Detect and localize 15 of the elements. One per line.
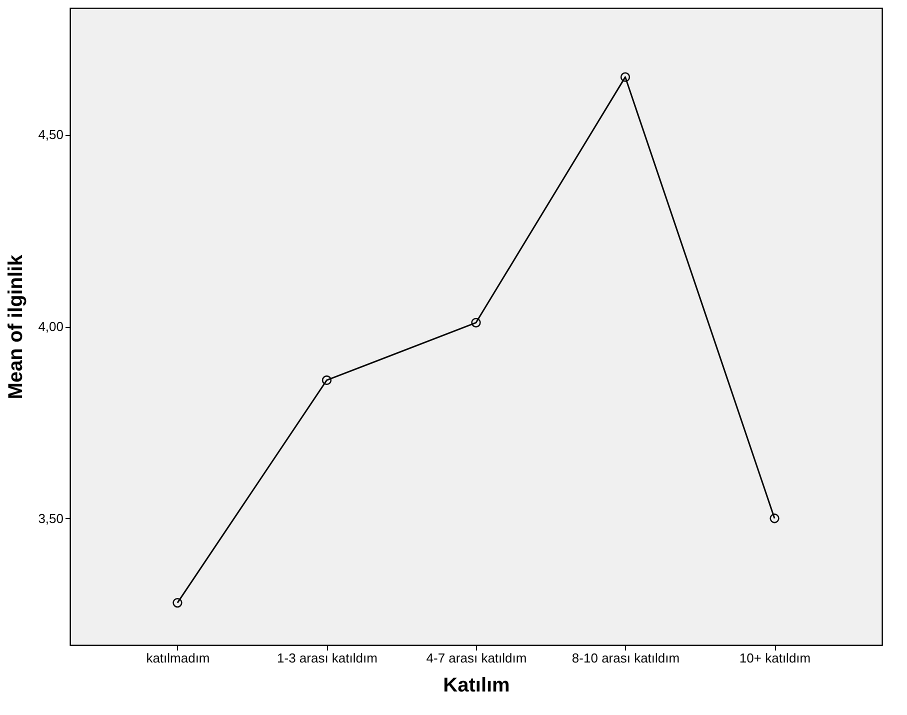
x-tick-label: 10+ katıldım <box>739 650 811 666</box>
point <box>471 318 481 328</box>
y-tick-label: 4,50 <box>38 127 64 142</box>
y-tick-label: 3,50 <box>38 510 64 526</box>
point <box>322 375 332 386</box>
y-axis-title: Mean of ilginlik <box>5 254 28 400</box>
x-tick-label: 4-7 arası katıldım <box>426 650 527 666</box>
point <box>620 72 630 82</box>
x-tick-label: katılmadım <box>146 650 210 666</box>
point <box>770 514 780 524</box>
x-tick-label: 1-3 arası katıldım <box>277 650 378 666</box>
x-axis-title: Katılım <box>443 674 510 696</box>
y-tick-label: 4,00 <box>38 319 64 334</box>
x-tick-label: 8-10 arası katıldım <box>572 650 680 666</box>
point <box>172 598 182 608</box>
